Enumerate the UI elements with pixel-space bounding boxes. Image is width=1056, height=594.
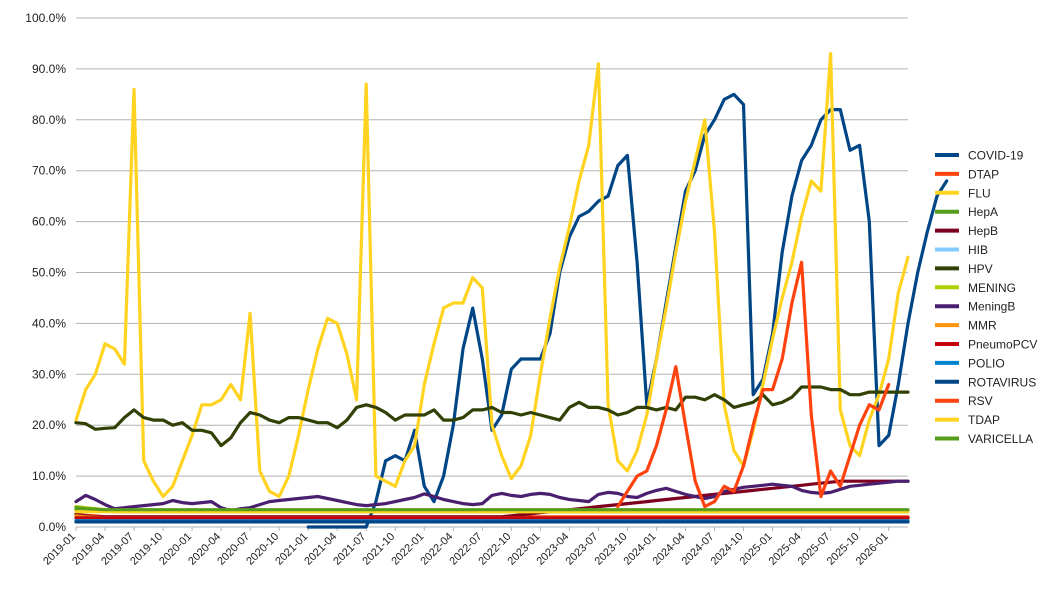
legend-label: HIB bbox=[968, 243, 988, 257]
legend-entry: DTAP bbox=[935, 167, 999, 181]
y-tick-label: 0.0% bbox=[39, 520, 67, 534]
legend-label: COVID-19 bbox=[968, 149, 1024, 163]
legend-entry: MeningB bbox=[935, 300, 1015, 314]
legend-entry: MENING bbox=[935, 281, 1016, 295]
y-tick-label: 50.0% bbox=[32, 266, 66, 280]
series-line-hpv bbox=[74, 385, 910, 448]
gridlines bbox=[76, 17, 908, 528]
y-tick-label: 70.0% bbox=[32, 164, 66, 178]
legend-entry: FLU bbox=[935, 186, 991, 200]
legend-label: ROTAVIRUS bbox=[968, 375, 1036, 389]
legend-label: DTAP bbox=[968, 167, 999, 181]
y-tick-label: 60.0% bbox=[32, 215, 66, 229]
y-tick-label: 20.0% bbox=[32, 418, 66, 432]
legend-entry: VARICELLA bbox=[935, 432, 1033, 446]
legend: COVID-19 DTAP FLU HepA HepB HIB HPV MENING Menin… bbox=[935, 149, 1037, 446]
legend-entry: TDAP bbox=[935, 413, 1000, 427]
legend-label: HepB bbox=[968, 224, 998, 238]
legend-entry: ROTAVIRUS bbox=[935, 375, 1036, 389]
y-tick-label: 100.0% bbox=[25, 11, 66, 25]
x-tick-label: 2026-01 bbox=[854, 531, 891, 568]
legend-label: HepA bbox=[968, 205, 998, 219]
legend-label: POLIO bbox=[968, 356, 1005, 370]
series-line-meningb bbox=[74, 479, 910, 513]
series-line-rsv bbox=[616, 260, 891, 509]
legend-label: MENING bbox=[968, 281, 1016, 295]
y-tick-label: 30.0% bbox=[32, 367, 66, 381]
legend-entry: HepA bbox=[935, 205, 998, 219]
y-axis-tick-labels: 0.0% 10.0% 20.0% 30.0% 40.0% 50.0% 60.0% 70.0% 8… bbox=[25, 11, 66, 534]
legend-label: PneumoPCV bbox=[968, 338, 1037, 352]
legend-label: VARICELLA bbox=[968, 432, 1033, 446]
legend-entry: COVID-19 bbox=[935, 149, 1024, 163]
legend-label: RSV bbox=[968, 394, 993, 408]
series-line-covid-19 bbox=[306, 92, 949, 529]
series-line-varicella bbox=[74, 506, 910, 512]
y-tick-label: 80.0% bbox=[32, 113, 66, 127]
legend-entry: MMR bbox=[935, 319, 997, 333]
legend-label: FLU bbox=[968, 186, 991, 200]
legend-label: HPV bbox=[968, 262, 993, 276]
legend-entry: POLIO bbox=[935, 356, 1005, 370]
series-line-flu bbox=[74, 51, 910, 499]
legend-entry: HPV bbox=[935, 262, 993, 276]
legend-entry: HepB bbox=[935, 224, 998, 238]
legend-label: MeningB bbox=[968, 300, 1015, 314]
y-tick-label: 90.0% bbox=[32, 62, 66, 76]
y-tick-label: 10.0% bbox=[32, 469, 66, 483]
y-tick-label: 40.0% bbox=[32, 316, 66, 330]
legend-entry: PneumoPCV bbox=[935, 338, 1037, 352]
legend-entry: RSV bbox=[935, 394, 993, 408]
x-axis-tick-labels: 2019-012019-042019-072019-102020-012020-… bbox=[41, 527, 891, 568]
series-lines bbox=[74, 51, 949, 529]
legend-label: MMR bbox=[968, 319, 997, 333]
legend-entry: HIB bbox=[935, 243, 988, 257]
legend-label: TDAP bbox=[968, 413, 1000, 427]
